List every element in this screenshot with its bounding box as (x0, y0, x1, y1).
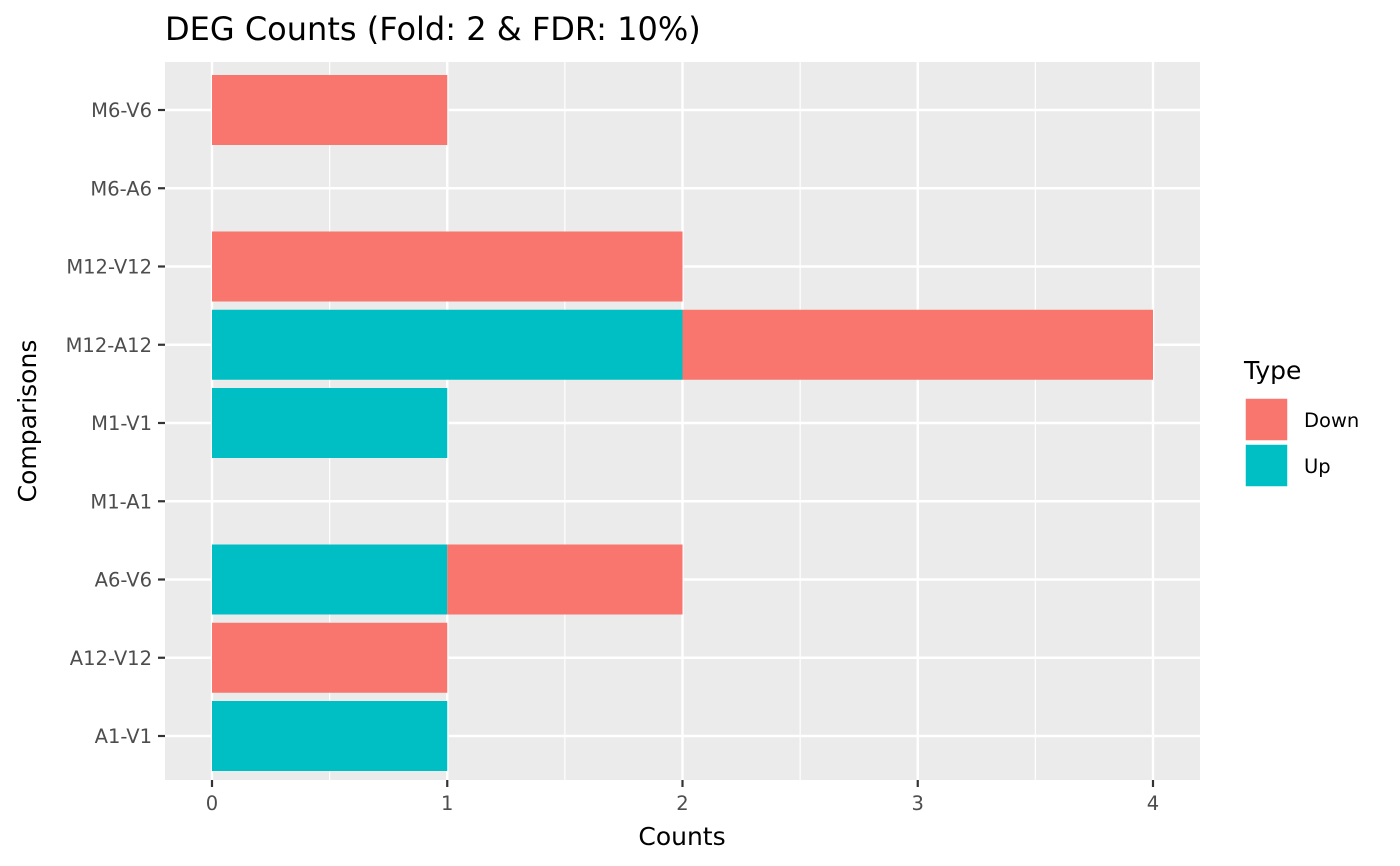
bar-down-a6-v6 (447, 544, 683, 615)
y-tick-label: M6-A6 (90, 177, 152, 200)
x-axis-title: Counts (638, 822, 725, 851)
x-tick-label: 4 (1147, 792, 1159, 815)
x-tick-label: 2 (676, 792, 688, 815)
y-tick-label: M1-A1 (90, 490, 152, 513)
legend-label-up: Up (1304, 455, 1331, 478)
bar-down-m6-v6 (212, 75, 448, 145)
y-tick-label: M1-V1 (91, 412, 152, 435)
bars (212, 75, 1153, 771)
bar-down-m12-a12 (682, 309, 1153, 380)
legend-title: Type (1243, 356, 1301, 385)
legend-key-down (1244, 397, 1289, 442)
bar-down-a12-v12 (212, 622, 448, 693)
y-tick-label: M12-A12 (66, 334, 152, 357)
y-tick-label: A1-V1 (95, 725, 152, 748)
y-tick-label: M6-V6 (91, 99, 152, 122)
bar-up-a1-v1 (212, 701, 448, 771)
bar-up-a6-v6 (212, 544, 448, 615)
x-axis: 0 1 2 3 4 (206, 780, 1159, 815)
x-tick-label: 3 (912, 792, 924, 815)
y-tick-label: A12-V12 (70, 647, 152, 670)
bar-down-m12-v12 (212, 231, 683, 302)
bar-up-m12-a12 (212, 309, 683, 380)
legend: Type Down Up (1243, 356, 1359, 488)
y-axis-title: Comparisons (13, 340, 42, 503)
bar-up-m1-v1 (212, 388, 448, 458)
chart-title: DEG Counts (Fold: 2 & FDR: 10%) (165, 10, 701, 48)
y-axis: A1-V1 A12-V12 A6-V6 M1-A1 M1-V1 M12-A12 M12-V1… (66, 99, 165, 748)
x-tick-label: 1 (441, 792, 453, 815)
y-tick-label: M12-V12 (66, 256, 152, 279)
legend-key-up (1244, 443, 1289, 488)
y-tick-label: A6-V6 (95, 569, 152, 592)
legend-label-down: Down (1304, 409, 1359, 432)
x-tick-label: 0 (206, 792, 218, 815)
